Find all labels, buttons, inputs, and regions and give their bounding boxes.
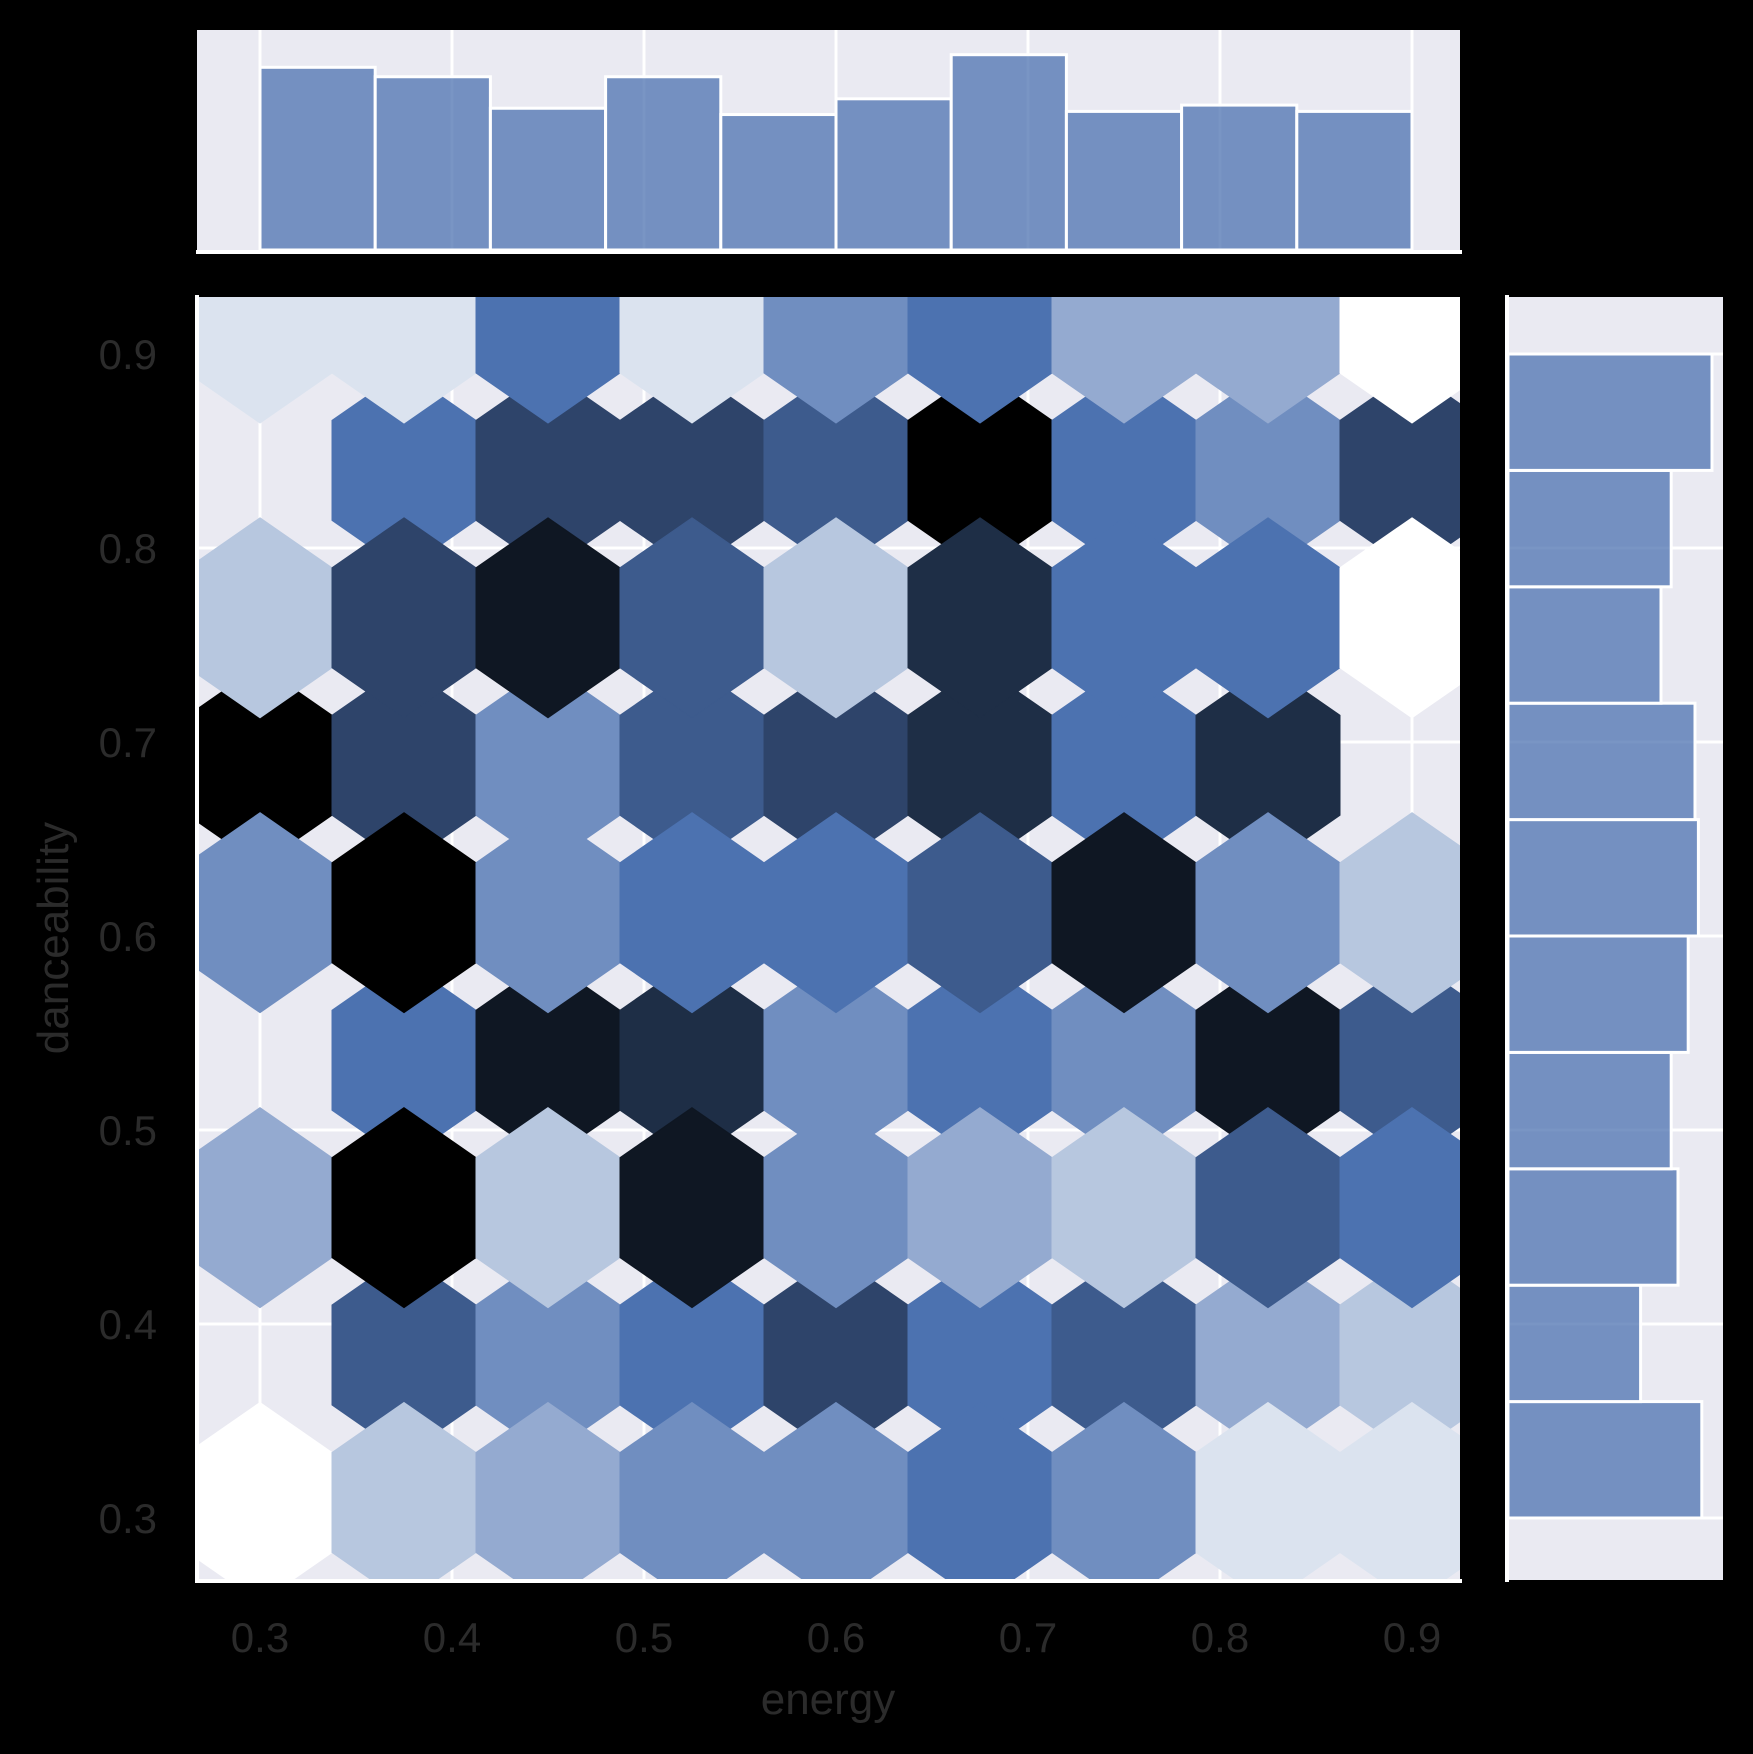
energy-histogram-bar <box>1180 103 1299 252</box>
y-axis-title: danceability <box>29 822 78 1054</box>
energy-histogram-bar <box>1295 109 1414 252</box>
y-tick-label: 0.8 <box>99 525 157 572</box>
x-tick-labels: 0.3 0.4 0.5 0.6 0.7 0.8 0.9 <box>231 1614 1441 1661</box>
danceability-histogram-bar <box>1506 701 1697 822</box>
x-tick-label: 0.7 <box>999 1614 1057 1661</box>
x-tick-label: 0.4 <box>423 1614 481 1661</box>
y-tick-label: 0.3 <box>99 1495 157 1542</box>
x-tick-label: 0.3 <box>231 1614 289 1661</box>
danceability-histogram-bar <box>1506 1283 1643 1404</box>
x-tick-label: 0.6 <box>807 1614 865 1661</box>
marginal-y-axes <box>1505 295 1723 1582</box>
energy-histogram-bar <box>949 53 1068 252</box>
danceability-histogram <box>1506 352 1714 1520</box>
danceability-histogram-bar <box>1506 468 1673 589</box>
danceability-histogram-bar <box>1506 1400 1704 1520</box>
hexbin-cell <box>619 297 765 424</box>
energy-histogram-bar <box>1064 109 1184 252</box>
danceability-histogram-bar <box>1506 352 1714 472</box>
hexbin-cells <box>197 297 1460 1580</box>
y-tick-labels: 0.3 0.4 0.5 0.6 0.7 0.8 0.9 <box>99 331 157 1542</box>
hexbin-cell <box>763 297 909 424</box>
x-tick-label: 0.5 <box>615 1614 673 1661</box>
hexbin-cell <box>1339 517 1460 719</box>
y-tick-label: 0.7 <box>99 719 157 766</box>
danceability-histogram-bar <box>1506 1050 1673 1171</box>
danceability-histogram-bar <box>1506 585 1663 705</box>
y-tick-label: 0.5 <box>99 1107 157 1154</box>
x-tick-label: 0.9 <box>1383 1614 1441 1661</box>
hexbin-cell <box>1051 297 1197 424</box>
hexbin-cell <box>1195 297 1341 424</box>
energy-histogram-bar <box>373 75 492 252</box>
y-tick-label: 0.9 <box>99 331 157 378</box>
energy-histogram-bar <box>604 75 723 252</box>
hexbin-cell <box>197 297 333 424</box>
x-axis-title: energy <box>761 1675 896 1724</box>
hexbin-cell <box>907 297 1053 424</box>
x-tick-label: 0.8 <box>1191 1614 1249 1661</box>
hexbin-cell <box>1339 297 1460 424</box>
y-tick-label: 0.4 <box>99 1301 157 1348</box>
marginal-x-axes <box>196 30 1462 254</box>
hexbin-cell <box>1339 1401 1460 1580</box>
danceability-histogram-bar <box>1506 1167 1680 1287</box>
energy-histogram-bar <box>258 65 377 252</box>
danceability-histogram-bar <box>1506 818 1700 938</box>
danceability-histogram-bar <box>1506 934 1690 1054</box>
energy-histogram-bar <box>719 113 838 252</box>
hexbin-cell <box>331 297 477 424</box>
y-tick-label: 0.6 <box>99 913 157 960</box>
energy-histogram-bar <box>834 97 953 252</box>
joint-axes <box>195 295 1462 1583</box>
hexbin-cell <box>1339 1106 1460 1309</box>
hexbin-cell <box>475 297 621 424</box>
energy-histogram-bar <box>488 106 608 252</box>
hexbin-cell <box>1339 812 1460 1014</box>
energy-histogram <box>258 53 1414 252</box>
